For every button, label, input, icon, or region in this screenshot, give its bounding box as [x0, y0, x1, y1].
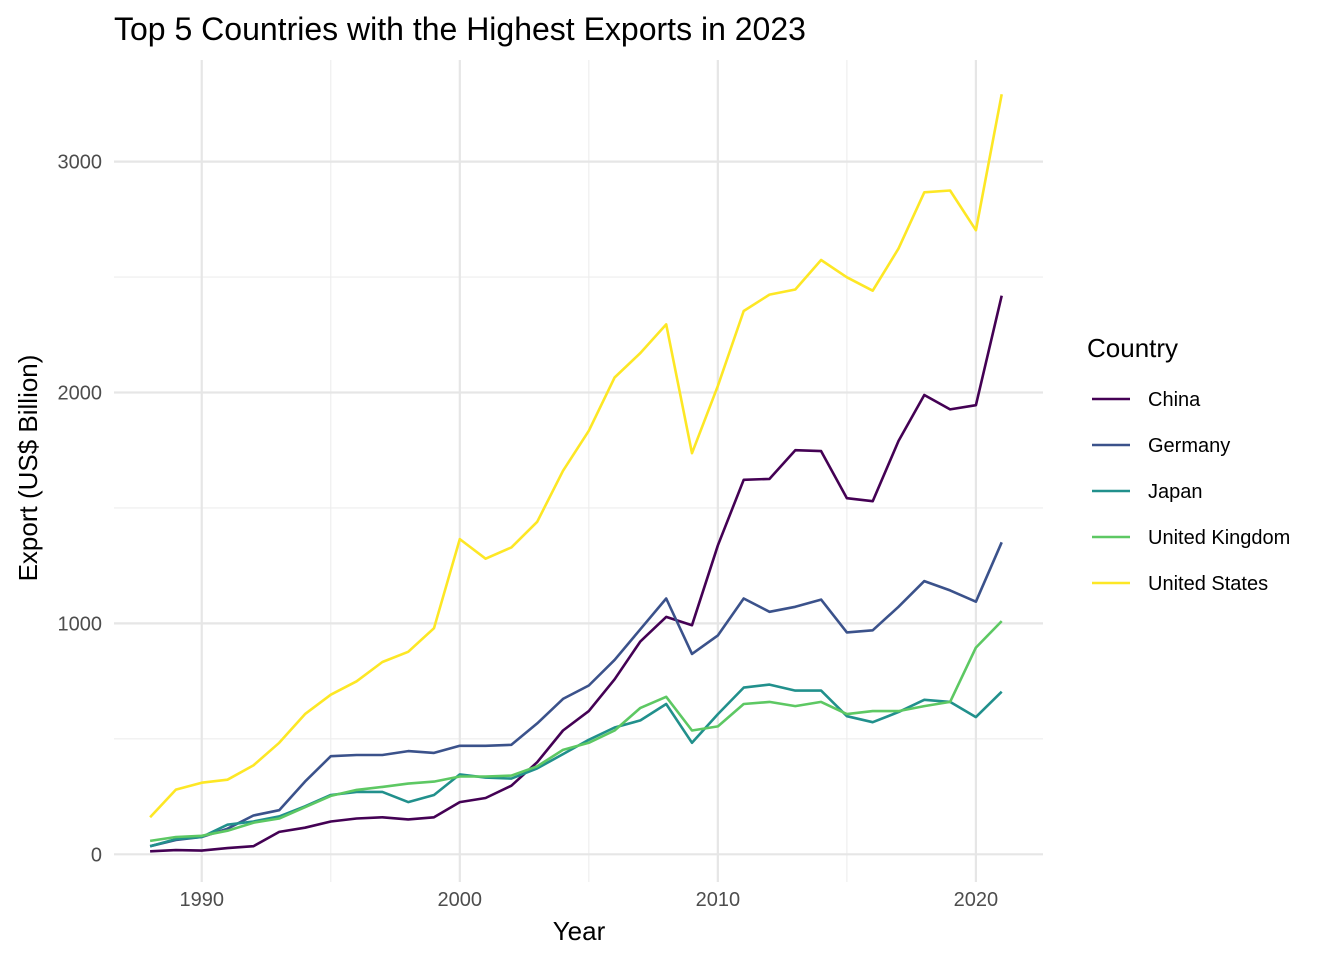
- legend-label: United States: [1148, 573, 1268, 595]
- y-tick-label: 2000: [58, 382, 103, 404]
- x-axis-ticks: 1990 2000 2010 2020: [179, 889, 998, 911]
- legend: Country China Germany Japan United Kingdom U…: [1087, 333, 1290, 595]
- x-tick-label: 2000: [438, 889, 483, 911]
- legend-item-united-kingdom: United Kingdom: [1092, 527, 1290, 549]
- legend-item-japan: Japan: [1092, 481, 1203, 503]
- legend-label: China: [1148, 389, 1201, 411]
- legend-title: Country: [1087, 333, 1178, 363]
- y-tick-label: 0: [91, 844, 102, 866]
- legend-item-china: China: [1092, 389, 1201, 411]
- legend-item-germany: Germany: [1092, 435, 1230, 457]
- y-tick-label: 1000: [58, 613, 103, 635]
- series-line-china: [150, 295, 1003, 853]
- series-line-japan: [149, 683, 1003, 848]
- series-lines: [149, 93, 1003, 853]
- series-line-united-states: [149, 93, 1003, 819]
- legend-label: Japan: [1148, 481, 1203, 503]
- x-tick-label: 2010: [696, 889, 741, 911]
- x-axis-title: Year: [553, 916, 606, 946]
- y-axis-ticks: 0 1000 2000 3000: [58, 152, 103, 867]
- y-axis-title: Export (US$ Billion): [13, 355, 43, 582]
- legend-label: United Kingdom: [1148, 527, 1290, 549]
- x-tick-label: 2020: [954, 889, 999, 911]
- y-tick-label: 3000: [58, 152, 103, 174]
- legend-item-united-states: United States: [1092, 573, 1268, 595]
- series-line-united-kingdom: [149, 620, 1003, 843]
- x-tick-label: 1990: [179, 889, 224, 911]
- legend-label: Germany: [1148, 435, 1230, 457]
- grid: [114, 60, 1043, 882]
- series-line-germany: [149, 541, 1003, 848]
- chart-title: Top 5 Countries with the Highest Exports…: [114, 11, 806, 47]
